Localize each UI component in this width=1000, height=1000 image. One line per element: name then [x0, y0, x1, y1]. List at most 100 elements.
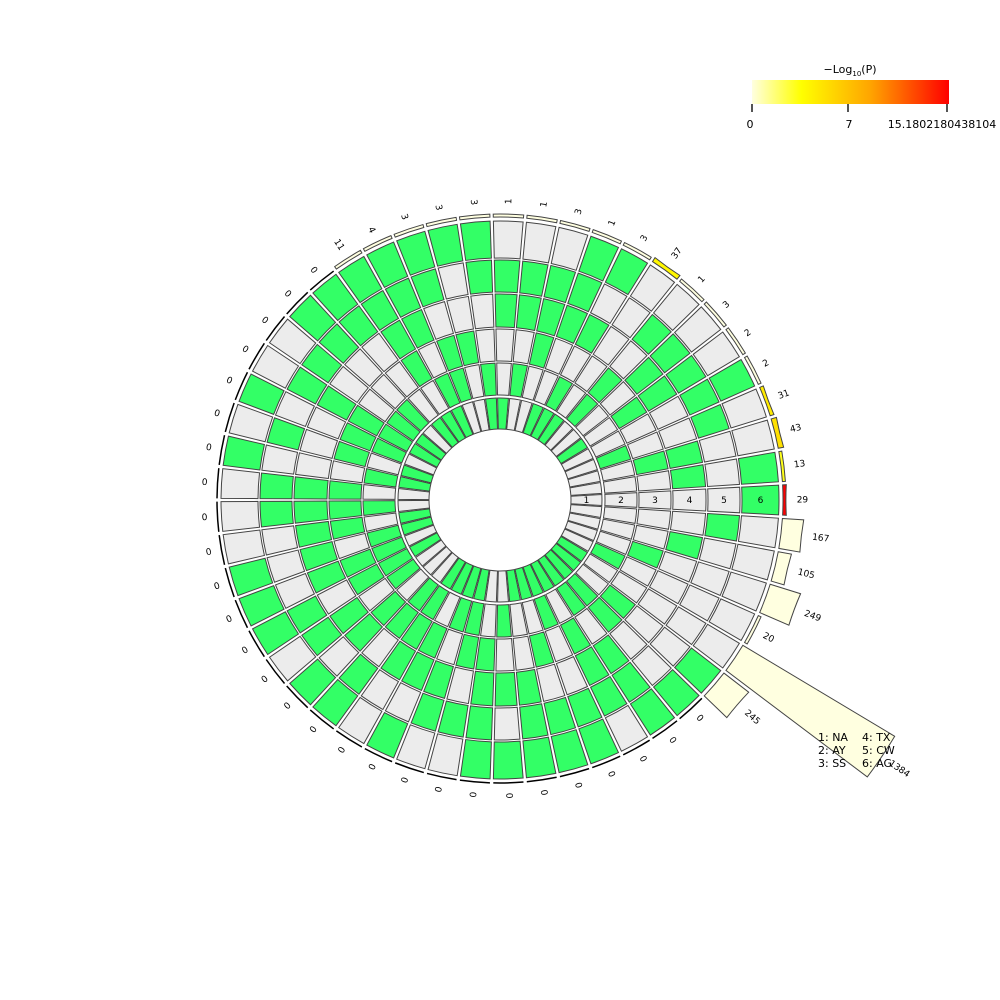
- membership-cell: [649, 626, 691, 667]
- membership-cell: [384, 360, 419, 398]
- count-label: 4: [365, 226, 377, 236]
- membership-cell: [446, 295, 475, 334]
- membership-cell: [519, 260, 549, 297]
- count-label: 167: [811, 533, 829, 545]
- set-number-label: 5: [721, 496, 727, 506]
- membership-cell: [222, 529, 266, 565]
- count-label: 3: [432, 204, 443, 212]
- membership-cell: [295, 520, 333, 548]
- membership-cell: [649, 333, 691, 374]
- membership-cell: [222, 435, 266, 471]
- count-label: 0: [205, 547, 213, 558]
- membership-cell: [522, 402, 544, 437]
- count-bar: [782, 484, 787, 516]
- membership-cell: [560, 447, 594, 472]
- membership-cell: [492, 220, 524, 260]
- membership-cell: [565, 393, 599, 428]
- membership-cell: [550, 226, 589, 271]
- membership-cell: [333, 440, 371, 468]
- membership-cell: [609, 340, 648, 380]
- membership-cell: [497, 397, 509, 430]
- membership-cell: [574, 607, 608, 645]
- membership-cell: [636, 470, 672, 492]
- membership-cell: [362, 500, 397, 516]
- membership-cell: [610, 396, 648, 430]
- membership-cell: [648, 395, 689, 430]
- membership-cell: [698, 537, 737, 570]
- membership-cell: [328, 480, 363, 500]
- membership-cell: [465, 705, 494, 741]
- color-key-tick-label: 7: [846, 118, 853, 131]
- membership-cell: [400, 308, 435, 349]
- count-bar: [218, 535, 226, 566]
- count-label: 0: [259, 315, 270, 327]
- count-label: 43: [789, 423, 802, 435]
- membership-cell: [286, 366, 328, 405]
- membership-cell: [611, 661, 651, 703]
- membership-cell: [567, 512, 601, 530]
- membership-cell: [396, 568, 430, 602]
- count-bar: [286, 685, 309, 709]
- membership-cell: [610, 570, 648, 604]
- membership-cell: [555, 437, 589, 465]
- membership-cell: [473, 398, 490, 433]
- count-label: 0: [337, 745, 349, 755]
- membership-cell: [560, 528, 594, 553]
- count-label: 20: [761, 631, 776, 645]
- membership-cell: [707, 486, 741, 514]
- count-bar: [234, 371, 249, 401]
- count-label: 105: [797, 568, 816, 582]
- membership-cell: [400, 651, 435, 692]
- membership-cell: [400, 350, 433, 388]
- membership-cell: [528, 631, 555, 668]
- membership-cell: [289, 294, 337, 342]
- membership-cell: [637, 375, 678, 412]
- membership-cell: [338, 305, 379, 347]
- count-label: 0: [308, 724, 320, 735]
- membership-cell: [450, 561, 474, 595]
- membership-cell: [316, 579, 357, 615]
- count-label: 0: [282, 289, 293, 300]
- membership-cell: [637, 588, 678, 625]
- membership-cell: [679, 378, 720, 416]
- count-label: 2: [761, 358, 771, 370]
- membership-cell: [589, 283, 628, 325]
- count-bar: [679, 697, 703, 720]
- count-label: 0: [240, 344, 250, 356]
- membership-cell: [512, 329, 535, 365]
- membership-cell: [737, 515, 779, 549]
- membership-cell: [450, 405, 474, 439]
- count-label: 245: [742, 708, 762, 727]
- membership-cell: [397, 499, 431, 513]
- membership-cell: [228, 557, 274, 597]
- membership-cell: [602, 475, 638, 494]
- membership-cell: [624, 605, 664, 644]
- membership-cell: [329, 516, 366, 540]
- membership-cell: [400, 612, 433, 650]
- count-label: 2: [743, 328, 753, 339]
- membership-cell: [731, 419, 775, 457]
- membership-cell: [555, 581, 587, 617]
- membership-cell: [427, 223, 464, 267]
- membership-cell: [704, 513, 741, 542]
- membership-cell: [570, 494, 603, 506]
- membership-cell: [329, 596, 369, 635]
- membership-cell: [544, 420, 574, 451]
- membership-cell: [522, 221, 557, 264]
- membership-cell: [506, 397, 522, 432]
- membership-cell: [344, 613, 384, 652]
- count-bar: [622, 739, 651, 756]
- count-label: 3: [398, 213, 409, 222]
- count-label: 29: [797, 496, 809, 506]
- membership-cell: [574, 355, 608, 393]
- membership-cell: [464, 364, 485, 400]
- count-label: 0: [225, 614, 235, 626]
- membership-cell: [514, 566, 533, 601]
- membership-cell: [410, 692, 445, 732]
- membership-cell: [698, 430, 737, 463]
- membership-cell: [536, 663, 566, 702]
- count-bar: [224, 402, 235, 433]
- membership-cell: [415, 539, 447, 567]
- count-bar: [364, 747, 393, 763]
- membership-cell: [575, 563, 610, 596]
